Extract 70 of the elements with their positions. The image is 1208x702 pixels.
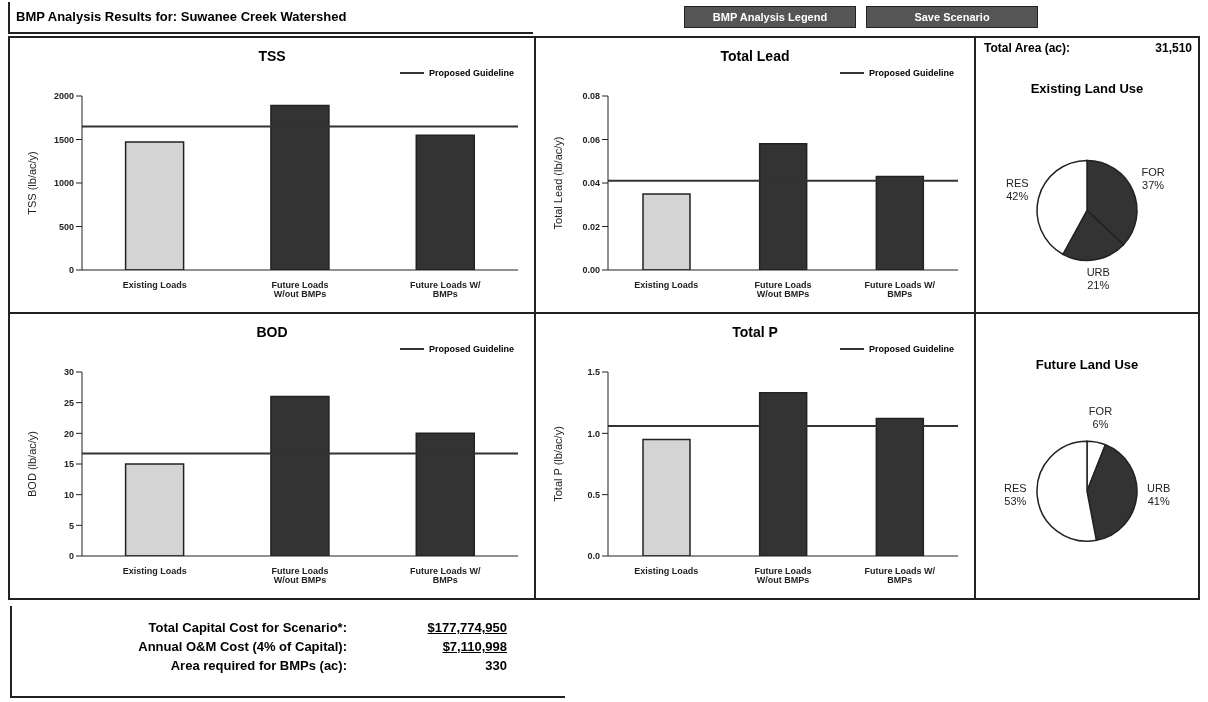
y-tick-label: 2000 bbox=[53, 91, 74, 102]
y-tick-label: 0.04 bbox=[582, 178, 600, 189]
x-tick-label: Future Loads W/out BMPs bbox=[754, 566, 812, 586]
text: BMP Analysis Results for: Suwanee Creek Watershed bbox=[8, 2, 533, 34]
y-tick-label: 0.02 bbox=[582, 221, 600, 232]
data-label: 53% bbox=[1004, 495, 1027, 508]
x-tick-label: Future Loads W/ BMPs bbox=[410, 566, 482, 586]
y-tick-label: 5 bbox=[68, 520, 74, 531]
text: Area required for BMPs (ac): bbox=[169, 657, 347, 675]
slice-label: RES bbox=[1005, 176, 1029, 189]
chart-title: Total Lead bbox=[719, 48, 791, 64]
y-tick-label: 500 bbox=[58, 221, 74, 232]
y-tick-label: 10 bbox=[63, 489, 74, 500]
text: Total Capital Cost for Scenario*: bbox=[147, 619, 347, 637]
y-tick-label: 0 bbox=[68, 551, 74, 562]
y-tick-label: 1000 bbox=[53, 178, 74, 189]
slice-label: RES bbox=[1004, 482, 1027, 495]
x-tick-label: Future Loads W/ BMPs bbox=[864, 280, 936, 300]
y-tick-label: 0.0 bbox=[587, 551, 600, 562]
x-tick-label: Future Loads W/ BMPs bbox=[410, 280, 482, 300]
chart-title: Future Land Use bbox=[1034, 356, 1140, 373]
legend-label: Proposed Guideline bbox=[868, 68, 954, 78]
y-tick-label: 1500 bbox=[53, 134, 74, 145]
text: Annual O&M Cost (4% of Capital): bbox=[137, 638, 347, 656]
data-label: 42% bbox=[1006, 189, 1029, 202]
y-tick-label: 0.08 bbox=[582, 91, 600, 102]
chart-title: TSS bbox=[257, 48, 287, 64]
y-tick-label: 0.06 bbox=[582, 134, 600, 145]
x-tick-label: Existing Loads bbox=[634, 280, 699, 291]
slice-label: FOR bbox=[1088, 404, 1113, 417]
y-axis-title: Total P (lb/ac/y) bbox=[551, 426, 564, 502]
slice-label: URB bbox=[1147, 482, 1171, 495]
x-tick-label: Future Loads W/out BMPs bbox=[271, 566, 329, 586]
slice-label: FOR bbox=[1141, 165, 1165, 178]
y-tick-label: 1.5 bbox=[587, 367, 600, 378]
x-tick-label: Future Loads W/out BMPs bbox=[754, 280, 812, 300]
x-tick-label: Existing Loads bbox=[122, 280, 187, 291]
y-tick-label: 25 bbox=[63, 397, 74, 408]
y-tick-label: 0 bbox=[68, 265, 74, 276]
x-tick-label: Future Loads W/out BMPs bbox=[271, 280, 329, 300]
text: BMP Analysis Legend bbox=[684, 6, 856, 28]
y-tick-label: 0.5 bbox=[587, 489, 600, 500]
legend-label: Proposed Guideline bbox=[868, 344, 954, 354]
text: 31,510 bbox=[1155, 41, 1192, 55]
chart-title: Total P bbox=[731, 324, 779, 340]
chart-title: Existing Land Use bbox=[1029, 80, 1145, 97]
x-tick-label: Future Loads W/ BMPs bbox=[864, 566, 936, 586]
legend-label: Proposed Guideline bbox=[428, 68, 514, 78]
data-label: 6% bbox=[1092, 417, 1109, 430]
legend-label: Proposed Guideline bbox=[428, 344, 514, 354]
y-tick-label: 15 bbox=[63, 459, 74, 470]
y-axis-title: BOD (lb/ac/y) bbox=[25, 430, 38, 498]
y-tick-label: 0.00 bbox=[582, 265, 600, 276]
y-axis-title: Total Lead (lb/ac/y) bbox=[551, 136, 564, 230]
data-label: 41% bbox=[1147, 495, 1170, 508]
data-label: 37% bbox=[1142, 178, 1165, 191]
text: $177,774,950 bbox=[426, 619, 507, 637]
text: Save Scenario bbox=[866, 6, 1038, 28]
y-tick-label: 1.0 bbox=[587, 428, 600, 439]
text: $7,110,998 bbox=[441, 638, 507, 656]
text: Total Area (ac): bbox=[984, 41, 1071, 55]
chart-title: BOD bbox=[255, 324, 289, 340]
x-tick-label: Existing Loads bbox=[122, 566, 187, 577]
x-tick-label: Existing Loads bbox=[634, 566, 699, 577]
slice-label: URB bbox=[1086, 265, 1110, 278]
data-label: 21% bbox=[1087, 278, 1110, 291]
y-axis-title: TSS (lb/ac/y) bbox=[25, 151, 38, 215]
text: 330 bbox=[484, 657, 507, 675]
y-tick-label: 30 bbox=[63, 367, 74, 378]
y-tick-label: 20 bbox=[63, 428, 74, 439]
